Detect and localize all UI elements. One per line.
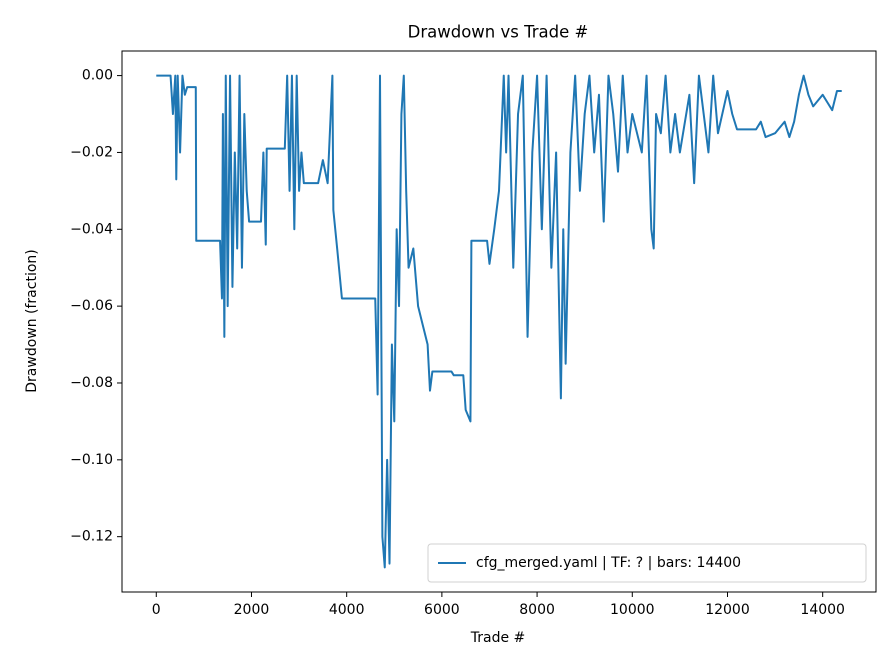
- legend-box: [427, 543, 867, 583]
- x-tick-label: 4000: [329, 602, 365, 618]
- x-tick-label: 14000: [800, 602, 845, 618]
- line-series: [156, 74, 842, 569]
- y-tick-label: −0.12: [70, 529, 113, 545]
- chart-title: Drawdown vs Trade #: [408, 23, 589, 42]
- y-axis-label: Drawdown (fraction): [24, 249, 40, 393]
- y-tick-label: −0.08: [70, 375, 113, 391]
- x-tick-label: 10000: [610, 602, 655, 618]
- legend-label: cfg_merged.yaml | TF: ? | bars: 14400: [476, 555, 741, 571]
- x-tick-label: 0: [152, 602, 161, 618]
- x-tick-label: 2000: [234, 602, 270, 618]
- y-tick-label: −0.02: [70, 144, 113, 160]
- plot-frame: [121, 50, 877, 593]
- x-tick-label: 8000: [519, 602, 555, 618]
- y-tick-label: −0.06: [70, 298, 113, 314]
- x-tick-label: 6000: [424, 602, 460, 618]
- x-tick-label: 12000: [705, 602, 750, 618]
- y-tick-label: −0.04: [70, 221, 113, 237]
- x-axis-label: Trade #: [470, 630, 526, 646]
- y-tick-label: −0.10: [70, 452, 113, 468]
- y-tick-label: 0.00: [82, 68, 113, 84]
